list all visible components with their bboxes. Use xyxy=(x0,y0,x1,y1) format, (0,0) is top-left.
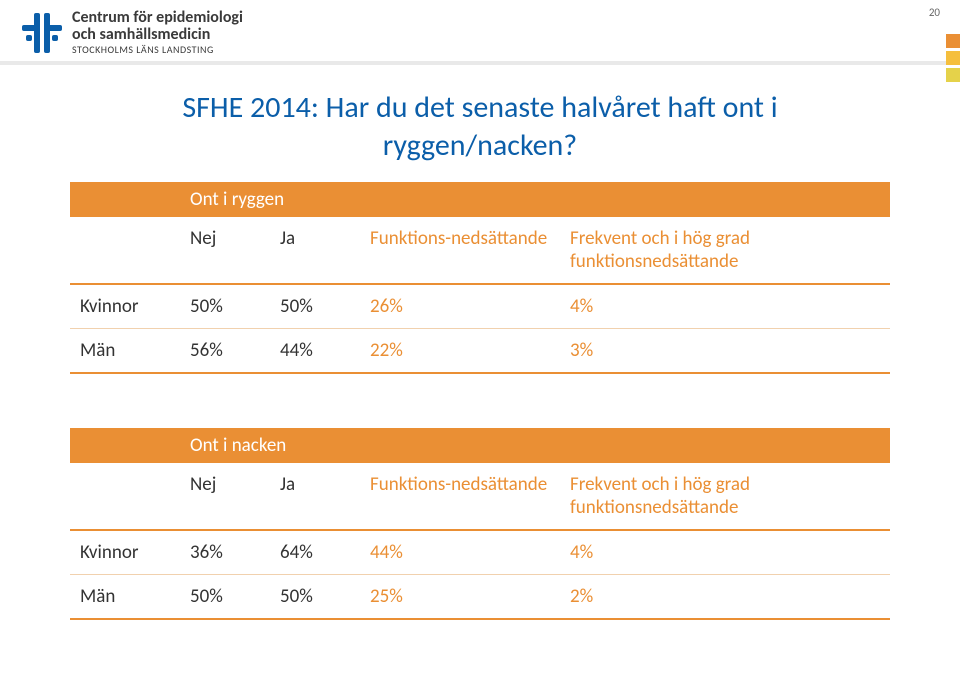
row-label: Kvinnor xyxy=(70,530,180,575)
logo-text-line2: och samhällsmedicin xyxy=(72,27,243,44)
row-label: Män xyxy=(70,575,180,620)
cell: 50% xyxy=(270,284,360,329)
table-nacken-band: Ont i nacken xyxy=(180,428,890,463)
org-logo: Centrum för epidemiologi och samhällsmed… xyxy=(20,10,243,55)
table-nacken: Ont i nacken Nej Ja Funktions-nedsättand… xyxy=(70,428,890,620)
cell: 3% xyxy=(560,329,890,374)
cell: 50% xyxy=(180,575,270,620)
cell: 26% xyxy=(360,284,560,329)
table-row: Män 56% 44% 22% 3% xyxy=(70,329,890,374)
table-ryggen: Ont i ryggen Nej Ja Funktions-nedsättand… xyxy=(70,182,890,374)
col-nej: Nej xyxy=(180,463,270,530)
row-label: Män xyxy=(70,329,180,374)
header: Centrum för epidemiologi och samhällsmed… xyxy=(0,0,960,61)
cell: 44% xyxy=(360,530,560,575)
accent-stripe-2 xyxy=(946,51,960,65)
col-funk: Funktions-nedsättande xyxy=(360,217,560,284)
cell: 64% xyxy=(270,530,360,575)
accent-stripe-3 xyxy=(946,68,960,82)
accent-stripe-1 xyxy=(946,34,960,48)
table-row: Kvinnor 36% 64% 44% 4% xyxy=(70,530,890,575)
cell: 36% xyxy=(180,530,270,575)
col-ja: Ja xyxy=(270,217,360,284)
page-number: 20 xyxy=(929,6,940,19)
cell: 22% xyxy=(360,329,560,374)
cell: 4% xyxy=(560,530,890,575)
cell: 25% xyxy=(360,575,560,620)
cell: 4% xyxy=(560,284,890,329)
table-ryggen-band: Ont i ryggen xyxy=(180,182,890,217)
slide-title: SFHE 2014: Har du det senaste halvåret h… xyxy=(100,89,860,164)
cell: 44% xyxy=(270,329,360,374)
logo-text-line3: STOCKHOLMS LÄNS LANDSTING xyxy=(72,45,243,56)
col-frek: Frekvent och i hög grad funktionsnedsätt… xyxy=(560,217,890,284)
cell: 50% xyxy=(180,284,270,329)
col-nej: Nej xyxy=(180,217,270,284)
logo-mark-icon xyxy=(20,11,64,55)
col-frek: Frekvent och i hög grad funktionsnedsätt… xyxy=(560,463,890,530)
cell: 56% xyxy=(180,329,270,374)
col-funk: Funktions-nedsättande xyxy=(360,463,560,530)
table-row: Kvinnor 50% 50% 26% 4% xyxy=(70,284,890,329)
table-row: Män 50% 50% 25% 2% xyxy=(70,575,890,620)
cell: 50% xyxy=(270,575,360,620)
accent-stripes xyxy=(946,34,960,85)
cell: 2% xyxy=(560,575,890,620)
row-label: Kvinnor xyxy=(70,284,180,329)
col-ja: Ja xyxy=(270,463,360,530)
